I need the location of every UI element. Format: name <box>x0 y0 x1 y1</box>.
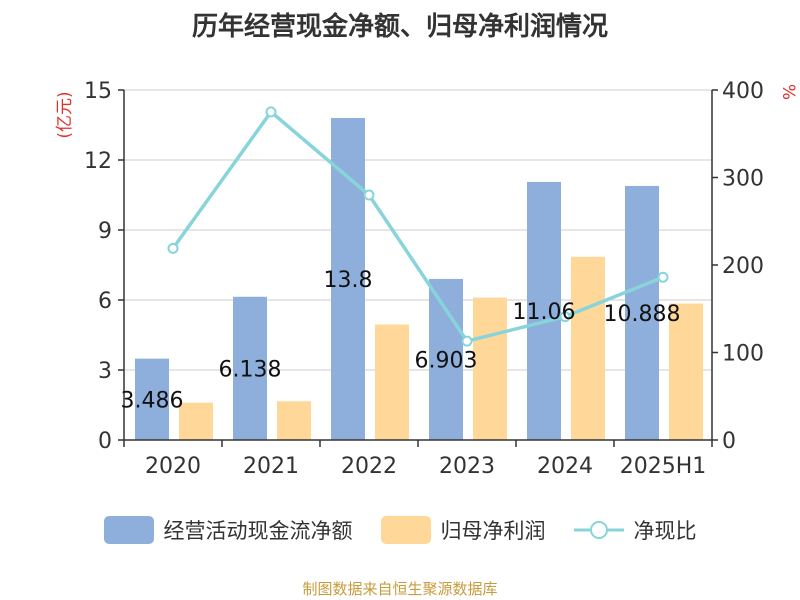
legend-label-cashflow: 经营活动现金流净额 <box>163 519 353 543</box>
bar-cashflow <box>135 358 169 440</box>
right-axis-unit: % <box>778 84 798 100</box>
ratio-point <box>559 311 571 323</box>
grid-lines <box>124 89 712 371</box>
x-tick-label: 2022 <box>341 454 397 479</box>
data-labels: 3.486 6.138 13.8 6.903 11.06 10.888 <box>121 268 681 413</box>
left-tick-label: 12 <box>84 149 112 174</box>
right-tick-label: 0 <box>722 429 736 454</box>
bar-label-cashflow: 6.138 <box>219 357 282 382</box>
bar-netprofit <box>179 402 213 440</box>
legend-item-cashflow[interactable]: 经营活动现金流净额 <box>103 515 353 545</box>
bar-netprofit <box>571 256 605 440</box>
x-tick-label: 2025H1 <box>620 454 707 479</box>
ratio-point <box>363 189 375 201</box>
left-tick-label: 0 <box>98 429 112 454</box>
bar-netprofit <box>669 303 703 440</box>
ratio-point <box>657 271 669 283</box>
legend-item-ratio[interactable]: 净现比 <box>573 515 697 545</box>
legend: 经营活动现金流净额 归母净利润 净现比 <box>0 515 800 545</box>
x-tick-label: 2024 <box>537 454 593 479</box>
ratio-point <box>461 335 473 347</box>
bar-label-cashflow: 13.8 <box>324 268 373 293</box>
left-axis-unit: (亿元) <box>55 91 75 138</box>
left-tick-label: 6 <box>98 289 112 314</box>
bar-label-cashflow: 6.903 <box>415 348 478 373</box>
x-tick-label: 2023 <box>439 454 495 479</box>
ratio-polyline <box>171 110 664 343</box>
ratio-line <box>167 106 669 347</box>
bars <box>135 118 703 440</box>
bar-cashflow <box>527 181 561 440</box>
chart-title: 历年经营现金净额、归母净利润情况 <box>191 12 608 42</box>
bar-netprofit <box>473 297 507 440</box>
legend-label-netprofit: 归母净利润 <box>440 519 546 543</box>
ratio-point <box>265 106 277 118</box>
source-note: 制图数据来自恒生聚源数据库 <box>302 580 498 598</box>
right-tick-label: 400 <box>722 79 764 104</box>
bar-label-cashflow: 11.06 <box>513 300 576 325</box>
bar-cashflow <box>429 278 463 440</box>
x-tick-label: 2021 <box>243 454 299 479</box>
legend-swatch-cashflow <box>103 516 154 544</box>
right-tick-label: 200 <box>722 254 764 279</box>
x-tick-label: 2020 <box>145 454 201 479</box>
legend-swatch-netprofit <box>380 516 431 544</box>
bar-cashflow <box>233 296 267 440</box>
bar-label-cashflow: 3.486 <box>121 388 184 413</box>
axes: 0 3 6 9 12 15 0 100 200 300 400 (亿元) % 2020 2021 2022 20… <box>55 79 798 479</box>
ratio-point <box>167 242 179 254</box>
right-tick-label: 300 <box>722 167 764 192</box>
bar-cashflow <box>331 118 365 440</box>
right-tick-label: 100 <box>722 342 764 367</box>
bar-cashflow <box>625 185 659 440</box>
legend-label-ratio: 净现比 <box>633 519 697 543</box>
legend-swatch-ratio <box>573 521 624 539</box>
bar-netprofit <box>277 401 311 440</box>
left-tick-label: 3 <box>98 359 112 384</box>
bar-netprofit <box>375 324 409 440</box>
bar-label-cashflow: 10.888 <box>604 302 681 327</box>
left-tick-label: 15 <box>84 79 112 104</box>
legend-item-netprofit[interactable]: 归母净利润 <box>380 515 546 545</box>
left-tick-label: 9 <box>98 219 112 244</box>
